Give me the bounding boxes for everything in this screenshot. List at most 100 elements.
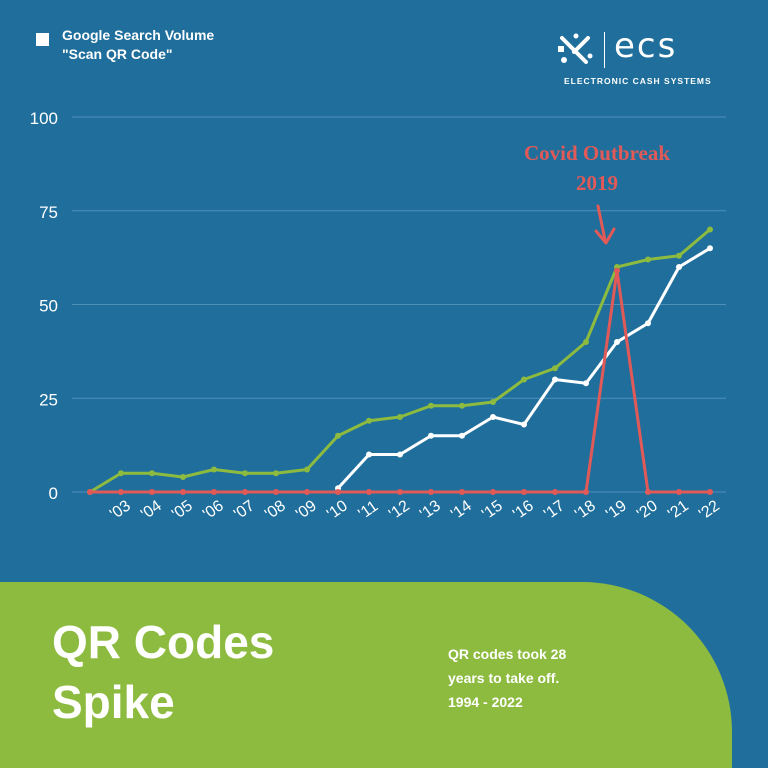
data-point-red [490, 489, 496, 495]
annotation-line-2: 2019 [576, 171, 618, 195]
data-point-green [242, 470, 248, 477]
headline-line-1: QR Codes [52, 616, 275, 668]
legend-line-1: Google Search Volume [62, 27, 215, 43]
logo-subtitle: ELECTRONIC CASH SYSTEMS [564, 76, 712, 86]
data-point-green [180, 474, 186, 480]
covid-annotation: Covid Outbreak 2019 [524, 141, 670, 245]
data-point-white [707, 245, 713, 252]
x-axis-ticks: '03'04'05'06'07'08'09'10'11'12'13'14'15 '… [107, 497, 723, 523]
data-point-red [521, 489, 527, 495]
annotation-line-1: Covid Outbreak [524, 141, 670, 165]
data-point-red [273, 489, 279, 495]
x-tick-label: '20 [634, 497, 661, 523]
legend-swatch [36, 33, 49, 46]
footer-note: QR codes took 28 years to take off. 1994… [448, 642, 566, 714]
data-point-white [428, 432, 434, 439]
data-point-white [552, 376, 558, 383]
x-tick-label: '19 [603, 497, 630, 523]
footer-panel [0, 582, 732, 768]
series-line-red [90, 269, 710, 494]
data-point-green [211, 466, 217, 473]
ecs-logo-icon [558, 33, 593, 64]
x-tick-label: '17 [541, 497, 568, 523]
data-point-red [676, 489, 682, 495]
data-point-white [521, 421, 527, 428]
x-tick-label: '13 [417, 497, 444, 523]
data-point-red [118, 489, 124, 495]
y-tick-label: 50 [39, 297, 58, 316]
x-tick-label: '16 [510, 497, 537, 523]
x-tick-label: '11 [355, 498, 381, 523]
data-point-red [707, 489, 713, 495]
data-point-white [459, 432, 465, 439]
data-point-white [645, 320, 651, 327]
logo-divider [604, 32, 605, 68]
x-tick-label: '15 [479, 497, 506, 523]
annotation-arrow-head [594, 227, 616, 245]
legend-line-2: "Scan QR Code" [62, 46, 173, 62]
series-layer [87, 226, 713, 495]
x-tick-label: '14 [448, 497, 475, 523]
note-line-3: 1994 - 2022 [448, 694, 523, 710]
data-point-white [676, 264, 682, 270]
data-point-green [552, 365, 558, 372]
y-tick-label: 0 [49, 484, 58, 503]
annotation-arrow-shaft [596, 204, 607, 242]
data-point-red [211, 489, 217, 495]
x-tick-label: '03 [107, 497, 134, 523]
note-line-1: QR codes took 28 [448, 646, 567, 662]
data-point-green [397, 414, 403, 420]
data-point-green [149, 470, 155, 477]
x-tick-label: '05 [169, 497, 196, 523]
data-point-green [118, 470, 124, 477]
data-point-white [366, 451, 372, 458]
ecs-logo: ecs ELECTRONIC CASH SYSTEMS [556, 26, 716, 90]
x-tick-label: '09 [293, 497, 320, 523]
data-point-red [583, 489, 589, 495]
data-point-red [87, 489, 93, 495]
logo-wordmark: ecs [614, 26, 678, 66]
data-point-red [149, 489, 155, 495]
x-tick-label: '21 [665, 497, 692, 523]
data-point-red [552, 489, 558, 495]
x-tick-label: '04 [138, 497, 165, 523]
data-point-green [645, 256, 651, 263]
y-tick-label: 100 [30, 109, 58, 128]
data-point-green [676, 252, 682, 259]
data-point-red [397, 489, 403, 495]
data-point-green [583, 339, 589, 345]
data-point-green [459, 402, 465, 409]
y-axis-ticks: 0 25 50 75 100 [30, 109, 58, 503]
data-point-red [335, 489, 341, 495]
x-tick-label: '10 [324, 497, 351, 523]
data-point-white [490, 414, 496, 420]
x-tick-label: '12 [386, 497, 413, 523]
data-point-green [707, 226, 713, 233]
headline-line-2: Spike [52, 676, 175, 728]
data-point-red [614, 267, 620, 274]
data-point-green [273, 470, 279, 477]
data-point-white [583, 380, 589, 387]
data-point-green [335, 432, 341, 439]
data-point-red [304, 489, 310, 495]
data-point-red [180, 489, 186, 495]
grid-layer [72, 116, 726, 493]
page-title: QR Codes Spike [52, 612, 274, 732]
legend-text: Google Search Volume "Scan QR Code" [62, 26, 214, 64]
data-point-green [366, 417, 372, 424]
data-point-red [428, 489, 434, 495]
data-point-white [614, 339, 620, 345]
x-tick-label: '06 [200, 497, 227, 523]
x-tick-label: '18 [572, 497, 599, 523]
note-line-2: years to take off. [448, 670, 560, 686]
x-tick-label: '22 [696, 497, 723, 523]
x-tick-label: '08 [262, 497, 289, 523]
data-point-red [242, 489, 248, 495]
x-tick-label: '07 [231, 497, 258, 523]
data-point-green [304, 466, 310, 473]
y-tick-label: 75 [39, 203, 58, 222]
data-point-red [645, 489, 651, 495]
data-point-green [490, 399, 496, 405]
